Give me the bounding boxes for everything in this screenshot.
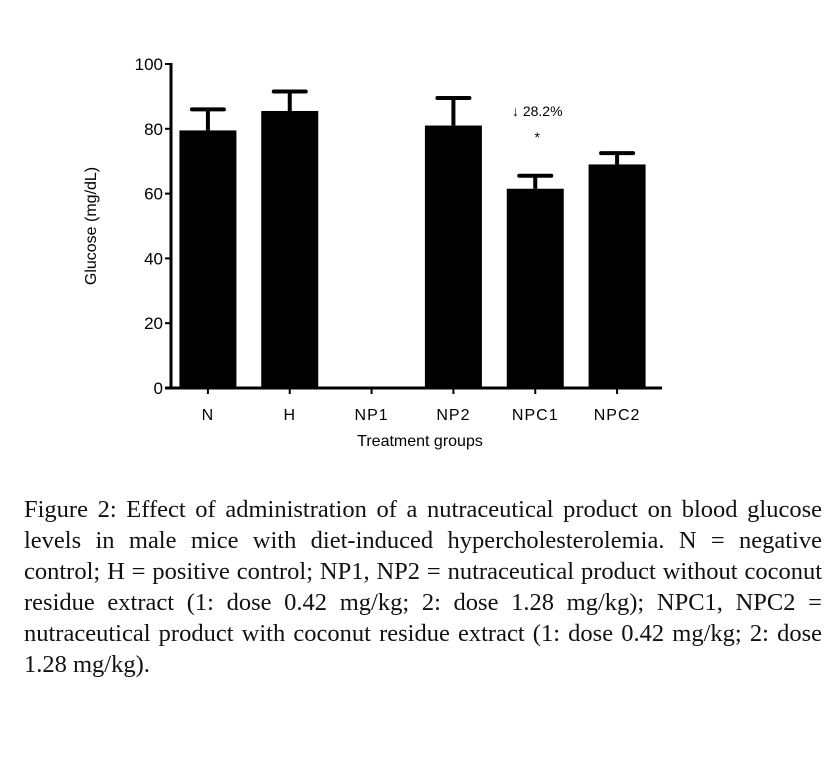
annotations: ↓ 28.2% *	[512, 103, 563, 145]
caption-text: Effect of administration of a nutraceuti…	[24, 496, 822, 678]
y-axis: 0 20 40 60 80 100	[135, 55, 173, 398]
y-tick-label: 0	[154, 379, 163, 398]
x-axis-title: Treatment groups	[357, 433, 483, 450]
annotation-label: ↓ 28.2%	[512, 103, 563, 119]
annotation-label: *	[535, 129, 541, 145]
y-tick-label: 60	[144, 185, 163, 204]
x-tick-label: NP1	[355, 407, 389, 424]
x-tick-label: NPC2	[594, 407, 641, 424]
y-tick-label: 20	[144, 314, 163, 333]
x-tick-label: NP2	[436, 407, 470, 424]
bar-np2	[424, 125, 482, 388]
bar-n	[179, 130, 237, 389]
bar-npc2	[588, 164, 646, 388]
figure-caption: Figure 2: Effect of administration of a …	[24, 494, 822, 680]
caption-label: Figure 2:	[24, 496, 117, 523]
y-axis-title: Glucose (mg/dL)	[83, 167, 100, 285]
x-axis: N H NP1 NP2 NPC1 NPC2	[165, 386, 662, 424]
x-tick-label: H	[283, 407, 296, 424]
y-tick-label: 100	[135, 55, 163, 74]
y-tick-label: 40	[144, 249, 163, 268]
bar-npc1	[506, 188, 564, 388]
x-tick-label: NPC1	[512, 407, 559, 424]
y-tick-label: 80	[144, 120, 163, 139]
bar-h	[261, 110, 319, 388]
x-tick-label: N	[202, 407, 215, 424]
bar-chart: 0 20 40 60 80 100 N H NP1 NP2 NPC1 NPC2 ↓ 28.2% * G…	[83, 55, 662, 450]
bars	[179, 89, 646, 389]
